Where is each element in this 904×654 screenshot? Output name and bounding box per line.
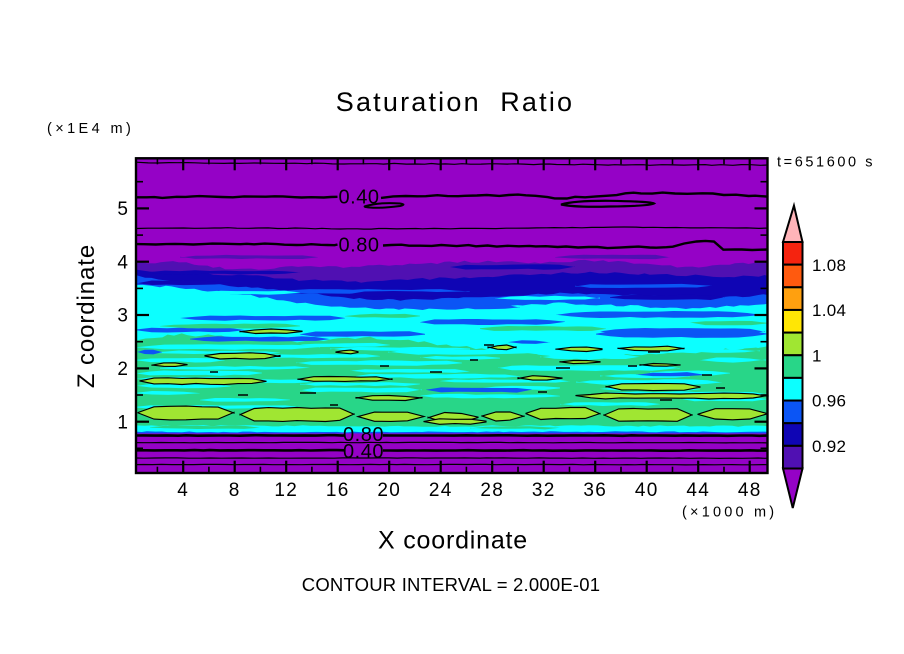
- svg-text:36: 36: [583, 480, 607, 501]
- svg-text:8: 8: [229, 480, 241, 501]
- svg-text:28: 28: [480, 480, 504, 501]
- svg-text:0.96: 0.96: [812, 392, 846, 411]
- svg-text:1.04: 1.04: [812, 301, 846, 320]
- svg-text:1.08: 1.08: [812, 256, 846, 275]
- svg-text:16: 16: [326, 480, 350, 501]
- svg-text:3: 3: [117, 306, 128, 327]
- svg-text:Saturation Ratio: Saturation Ratio: [336, 87, 575, 117]
- svg-text:0.40: 0.40: [343, 441, 384, 463]
- svg-text:2: 2: [117, 359, 128, 380]
- svg-text:40: 40: [635, 480, 659, 501]
- svg-text:0.80: 0.80: [343, 424, 384, 446]
- svg-text:4: 4: [117, 252, 128, 273]
- svg-text:20: 20: [377, 480, 401, 501]
- svg-text:48: 48: [738, 480, 762, 501]
- svg-text:t=651600 s: t=651600 s: [777, 155, 875, 171]
- svg-text:44: 44: [686, 480, 710, 501]
- svg-text:X coordinate: X coordinate: [378, 527, 528, 555]
- svg-text:Z coordinate: Z coordinate: [73, 244, 100, 388]
- svg-text:(×1000 m): (×1000 m): [682, 505, 777, 521]
- svg-text:1: 1: [117, 412, 128, 433]
- svg-text:4: 4: [177, 480, 189, 501]
- svg-text:(×1E4 m): (×1E4 m): [47, 121, 134, 137]
- svg-text:CONTOUR INTERVAL = 2.000E-01: CONTOUR INTERVAL = 2.000E-01: [302, 574, 600, 595]
- svg-text:0.80: 0.80: [339, 234, 380, 256]
- svg-text:0.92: 0.92: [812, 437, 846, 456]
- svg-text:12: 12: [274, 480, 298, 501]
- svg-text:32: 32: [532, 480, 556, 501]
- svg-text:5: 5: [117, 199, 128, 220]
- svg-text:0.40: 0.40: [339, 187, 380, 209]
- svg-text:1: 1: [812, 346, 822, 365]
- svg-text:24: 24: [429, 480, 453, 501]
